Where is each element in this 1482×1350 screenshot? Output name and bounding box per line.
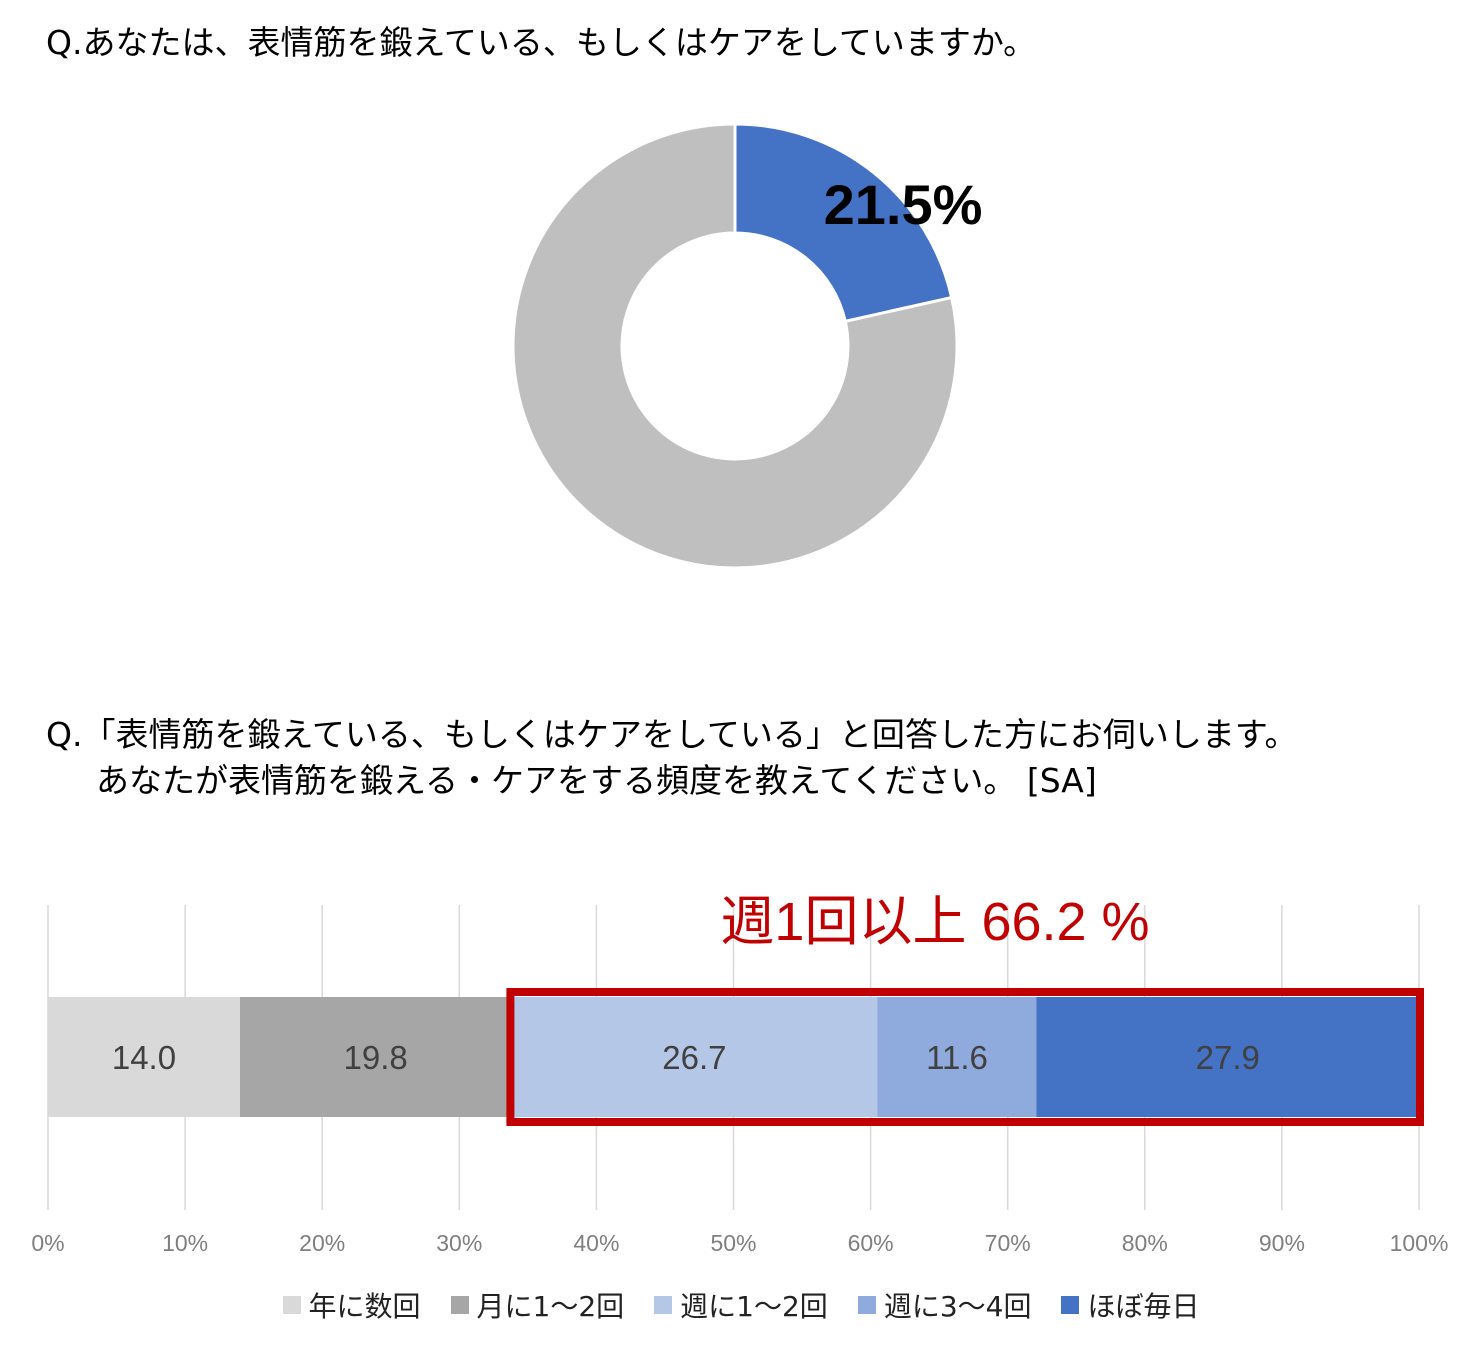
legend: 年に数回 月に1～2回 週に1～2回 週に3～4回 ほぼ毎日: [0, 1285, 1482, 1325]
donut-slice-rest: [511, 122, 959, 570]
stacked-bar-chart: 14.0 19.8 26.7 11.6 27.9: [48, 988, 1424, 1126]
bar-segment: [239, 997, 512, 1117]
bar-data-label: 11.6: [926, 1039, 988, 1076]
legend-item: 月に1～2回: [450, 1285, 625, 1325]
x-tick-label: 80%: [1122, 1230, 1168, 1256]
legend-label: 月に1～2回: [476, 1290, 625, 1323]
legend-item: 年に数回: [282, 1285, 421, 1325]
bar-data-label: 27.9: [1196, 1039, 1260, 1076]
donut-slice-highlight: [733, 122, 954, 324]
legend-label: ほぼ毎日: [1087, 1290, 1200, 1323]
donut-data-label: 21.5%: [824, 173, 983, 236]
highlight-label: 週1回以上 66.2 %: [720, 892, 1149, 952]
bar-data-label: 19.8: [344, 1039, 408, 1076]
legend-label: 週に1～2回: [680, 1290, 828, 1323]
x-tick-label: 40%: [573, 1230, 619, 1256]
x-tick-label: 30%: [436, 1230, 482, 1256]
x-tick-label: 50%: [710, 1230, 756, 1256]
legend-label: 週に3～4回: [883, 1290, 1032, 1323]
x-tick-label: 20%: [299, 1230, 345, 1256]
legend-item: 週に1～2回: [654, 1285, 828, 1325]
bar-data-label: 26.7: [662, 1039, 726, 1076]
bar-segment: [511, 997, 878, 1117]
bar-data-label: 14.0: [112, 1039, 176, 1076]
legend-item: 週に3～4回: [857, 1285, 1032, 1325]
legend-item: ほぼ毎日: [1061, 1285, 1199, 1325]
legend-label: 年に数回: [308, 1290, 421, 1323]
legend-swatch: [450, 1296, 469, 1314]
x-tick-label: 10%: [162, 1230, 208, 1256]
question-2-line-1: Q.「表情筋を鍛えている、もしくはケアをしている」と回答した方にお伺いします。: [46, 715, 1298, 754]
x-tick-label: 60%: [848, 1230, 894, 1256]
highlight-box: [506, 988, 1424, 1126]
x-tick-label: 0%: [31, 1230, 64, 1256]
x-axis-ticks: 0% 10% 20% 30% 40% 50% 60% 70% 80% 90% 100%: [31, 1230, 1448, 1256]
bar-segment: [877, 997, 1037, 1117]
question-2: Q.「表情筋を鍛えている、もしくはケアをしている」と回答した方にお伺いします。 …: [46, 712, 1298, 804]
donut-chart: 21.5%: [511, 122, 983, 570]
x-tick-label: 90%: [1259, 1230, 1305, 1256]
legend-swatch: [857, 1296, 876, 1314]
x-tick-label: 100%: [1390, 1230, 1449, 1256]
bar-segment: [1036, 997, 1419, 1117]
legend-swatch: [282, 1296, 301, 1314]
x-tick-label: 70%: [985, 1230, 1031, 1256]
question-1: Q.あなたは、表情筋を鍛えている、もしくはケアをしていますか。: [46, 23, 1037, 62]
legend-swatch: [1061, 1296, 1080, 1314]
bar-segment: [48, 997, 240, 1117]
question-2-line-2: あなたが表情筋を鍛える・ケアをする頻度を教えてください。 [SA]: [96, 761, 1097, 800]
legend-swatch: [654, 1296, 673, 1314]
